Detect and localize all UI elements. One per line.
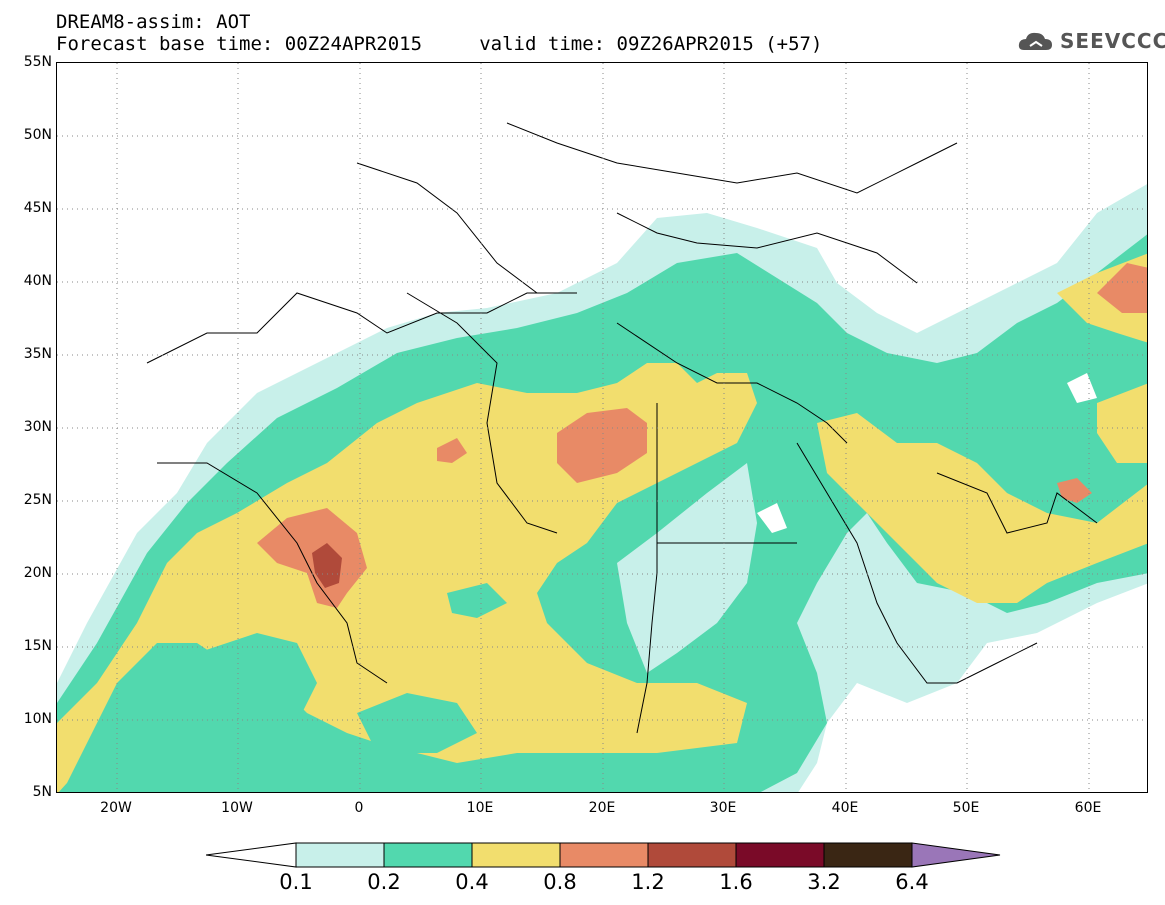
lat-label: 50N bbox=[23, 127, 52, 143]
lon-label: 10E bbox=[466, 800, 494, 816]
aot-contour-0.8-gulf bbox=[1057, 478, 1092, 503]
aot-contour-0.4-east bbox=[1097, 383, 1147, 463]
lat-label: 55N bbox=[23, 54, 52, 70]
aot-contour-0.8-mali bbox=[257, 508, 367, 608]
lat-label: 15N bbox=[23, 638, 52, 654]
colorbar-label: 3.2 bbox=[807, 870, 841, 894]
lon-label: 50E bbox=[952, 800, 980, 816]
aot-contour-0.8-algeria bbox=[437, 438, 467, 463]
aot-contour-0.2-patch-a bbox=[167, 633, 317, 763]
lon-label: 40E bbox=[831, 800, 859, 816]
lon-label: 0 bbox=[354, 800, 364, 816]
logo-text: SEEVCCC bbox=[1060, 29, 1165, 53]
aot-contour-0.8-iran bbox=[1097, 263, 1147, 313]
colorbar-swatch bbox=[735, 842, 825, 868]
lon-label: 60E bbox=[1074, 800, 1102, 816]
colorbar-swatch bbox=[295, 842, 385, 868]
lon-label: 30E bbox=[709, 800, 737, 816]
lat-label: 40N bbox=[23, 273, 52, 289]
lat-label: 25N bbox=[23, 492, 52, 508]
colorbar bbox=[206, 842, 1001, 868]
colorbar-swatch bbox=[823, 842, 913, 868]
colorbar-swatch bbox=[559, 842, 649, 868]
colorbar-label: 6.4 bbox=[895, 870, 929, 894]
lat-label: 5N bbox=[32, 784, 52, 800]
colorbar-label: 0.2 bbox=[367, 870, 401, 894]
colorbar-label: 0.8 bbox=[543, 870, 577, 894]
aot-clear-pocket-a bbox=[757, 503, 787, 533]
cloud-icon bbox=[1018, 32, 1052, 50]
aot-contour-0.2-patch-b bbox=[357, 693, 477, 753]
lon-label: 10W bbox=[221, 800, 253, 816]
colorbar-arrow-high bbox=[911, 842, 1001, 868]
lon-label: 20E bbox=[588, 800, 616, 816]
coastlines bbox=[146, 122, 1098, 734]
colorbar-arrow-low bbox=[206, 842, 297, 868]
lat-label: 30N bbox=[23, 419, 52, 435]
colorbar-label: 0.4 bbox=[455, 870, 489, 894]
forecast-time-info: Forecast base time: 00Z24APR2015 valid t… bbox=[56, 33, 823, 55]
lat-label: 45N bbox=[23, 200, 52, 216]
colorbar-label: 1.6 bbox=[719, 870, 753, 894]
aot-clear-pocket-b bbox=[1067, 373, 1097, 403]
colorbar-label: 1.2 bbox=[631, 870, 665, 894]
colorbar-label: 0.1 bbox=[279, 870, 313, 894]
lat-label: 10N bbox=[23, 711, 52, 727]
graticule bbox=[57, 63, 1147, 792]
colorbar-swatch bbox=[647, 842, 737, 868]
aot-contour-0.8-libya bbox=[557, 408, 647, 483]
aot-contour-0.2-patch-c bbox=[447, 583, 507, 618]
lon-label: 20W bbox=[100, 800, 132, 816]
aot-map bbox=[56, 62, 1148, 793]
colorbar-swatch bbox=[471, 842, 561, 868]
aot-contour-0.4-arabia bbox=[817, 413, 1147, 603]
lat-label: 20N bbox=[23, 565, 52, 581]
lat-label: 35N bbox=[23, 346, 52, 362]
aot-contour-1.2-core bbox=[312, 543, 342, 588]
map-title: DREAM8-assim: AOT bbox=[56, 11, 251, 33]
colorbar-swatch bbox=[383, 842, 473, 868]
